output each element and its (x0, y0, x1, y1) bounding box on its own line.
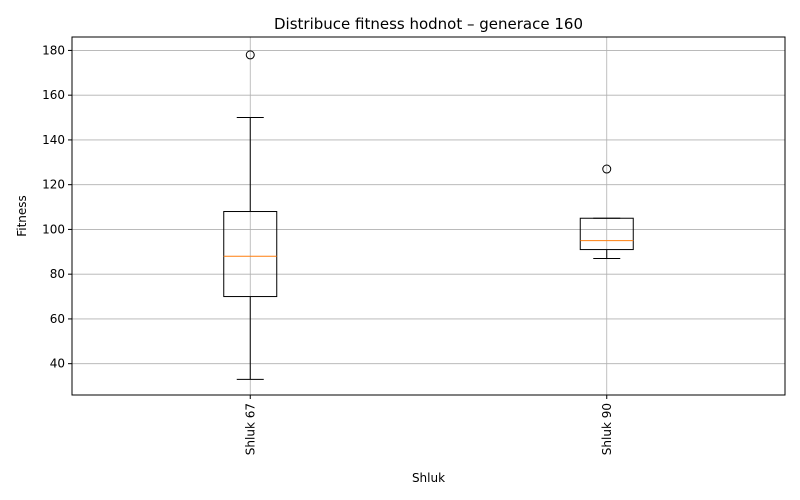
y-tick-label: 160 (42, 88, 65, 102)
boxes (223, 50, 634, 380)
y-tick-label: 80 (50, 267, 65, 281)
box-1 (223, 50, 278, 380)
outlier-point (602, 164, 612, 174)
iqr-box (579, 217, 634, 251)
x-tick-label: Shluk 67 (243, 403, 257, 455)
x-tick-label: Shluk 90 (600, 403, 614, 455)
iqr-box (223, 211, 278, 298)
ticks: 40 60 80 100 120 140 160 180 Shluk 67 Shluk 90 (42, 43, 614, 455)
y-tick-label: 60 (50, 312, 65, 326)
y-tick-label: 180 (42, 43, 65, 57)
y-tick-label: 120 (42, 178, 65, 192)
y-axis-label: Fitness (15, 195, 29, 237)
y-tick-label: 40 (50, 357, 65, 371)
x-axis-label: Shluk (412, 471, 445, 485)
chart-title: Distribuce fitness hodnot – generace 160 (274, 15, 583, 33)
y-tick-label: 100 (42, 222, 65, 236)
grid (72, 37, 785, 395)
box-2 (579, 164, 634, 260)
y-tick-label: 140 (42, 133, 65, 147)
plot-frame (71, 36, 786, 396)
outlier-point (245, 50, 255, 60)
